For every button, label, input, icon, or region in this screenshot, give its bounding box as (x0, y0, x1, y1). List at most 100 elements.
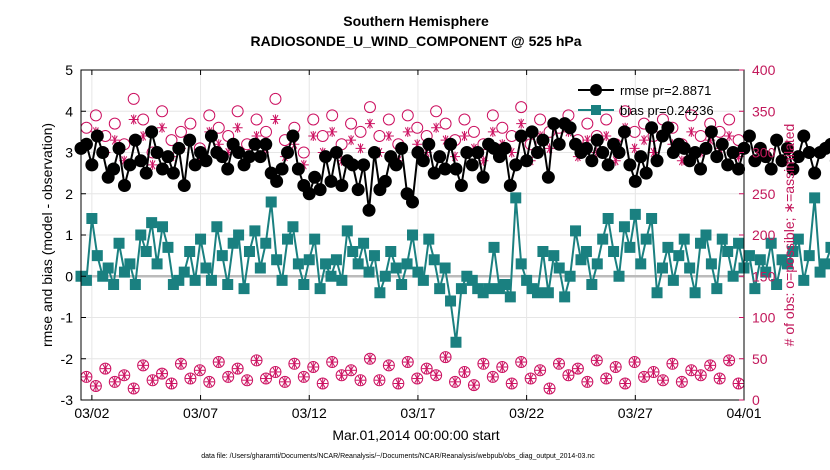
obs-possible-marker (288, 357, 301, 370)
obs-assimilated-marker (516, 118, 527, 129)
obs-possible-marker (354, 374, 367, 387)
bias-point (320, 258, 332, 270)
rmse-point (90, 129, 104, 143)
obs-possible-marker (127, 92, 140, 105)
obs-assimilated-marker (213, 357, 224, 368)
rmse-point (117, 179, 131, 192)
bias-point (646, 213, 658, 224)
obs-assimilated-marker (147, 375, 158, 386)
bias-point (559, 291, 571, 303)
bias-point (243, 246, 255, 257)
y-tick-label: 2 (65, 186, 73, 202)
bias-point (640, 233, 652, 245)
obs-possible-marker (401, 109, 414, 122)
bias-point (379, 270, 391, 282)
rmse-point (710, 150, 724, 164)
y-tick-label: 1 (65, 227, 73, 243)
obs-possible-marker (250, 354, 263, 367)
obs-possible-marker (401, 356, 414, 369)
bias-point (727, 270, 739, 282)
rmse-point (465, 158, 479, 172)
rmse-point (139, 166, 153, 180)
rmse-point (416, 154, 430, 168)
x-tick-label: 03/07 (183, 405, 218, 421)
obs-possible-marker (297, 370, 310, 383)
obs-assimilated-marker (686, 126, 697, 137)
obs-assimilated-marker (346, 365, 357, 376)
obs-assimilated-marker (100, 363, 111, 374)
bias-point (347, 246, 359, 257)
rmse-point (596, 146, 610, 159)
rmse-point (183, 133, 197, 147)
rmse-point (514, 129, 528, 143)
obs-possible-marker (496, 121, 509, 134)
obs-possible-marker (666, 357, 679, 370)
obs-assimilated-marker (336, 370, 347, 381)
bias-point (580, 246, 592, 257)
bias-point (662, 241, 674, 253)
rmse-point (460, 146, 474, 159)
obs-possible-marker (382, 113, 395, 126)
x-axis-label: Mar.01,2014 00:00:00 start (332, 427, 499, 443)
obs-assimilated-marker (724, 355, 735, 366)
bias-point (564, 270, 576, 282)
rmse-point (525, 125, 539, 139)
legend-rmse-marker (590, 84, 602, 96)
obs-possible-marker (269, 365, 282, 378)
obs-possible-marker (108, 117, 121, 130)
obs-possible-marker (496, 361, 509, 373)
bias-point (303, 254, 315, 266)
bias-point (341, 225, 353, 237)
obs-possible-marker (89, 109, 102, 122)
rmse-point (476, 170, 490, 184)
y-right-tick-label: 300 (752, 145, 776, 161)
obs-assimilated-marker (591, 355, 602, 366)
obs-possible-marker (137, 359, 150, 372)
obs-possible-marker (174, 357, 187, 370)
obs-assimilated-marker (242, 375, 253, 386)
rmse-point (177, 179, 191, 192)
obs-assimilated-marker (270, 114, 281, 125)
bias-point (195, 233, 207, 245)
y-right-tick-label: 50 (752, 351, 768, 367)
rmse-point (112, 141, 126, 155)
bias-point (684, 262, 696, 274)
obs-assimilated-marker (298, 371, 309, 382)
obs-assimilated-marker (327, 357, 338, 368)
bias-point (222, 279, 234, 290)
obs-assimilated-marker (327, 126, 338, 137)
bias-point (178, 266, 190, 278)
bias-point (396, 279, 408, 290)
obs-assimilated-marker (157, 122, 168, 133)
obs-assimilated-marker (601, 131, 612, 141)
rmse-point (308, 170, 322, 184)
chart-title-line-1: Southern Hemisphere (343, 13, 489, 29)
obs-assimilated-marker (629, 143, 640, 154)
rmse-point (242, 150, 256, 164)
rmse-point (780, 141, 794, 155)
obs-possible-marker (685, 109, 698, 122)
obs-possible-marker (628, 356, 641, 369)
obs-possible-marker (146, 374, 159, 387)
rmse-point (530, 146, 544, 159)
rmse-point (128, 133, 142, 147)
rmse-point (427, 166, 441, 180)
obs-possible-marker (231, 105, 244, 118)
bias-point (771, 279, 783, 290)
obs-assimilated-marker (450, 376, 461, 387)
obs-assimilated-marker (383, 131, 394, 141)
obs-assimilated-marker (204, 376, 215, 387)
obs-possible-marker (203, 375, 216, 388)
chart-title: Southern Hemisphere RADIOSONDE_U_WIND_CO… (250, 13, 581, 49)
bias-point (602, 213, 614, 224)
rmse-point (357, 158, 371, 172)
rmse-point (96, 146, 110, 159)
obs-assimilated-marker (364, 118, 375, 129)
bias-point (200, 262, 212, 274)
obs-assimilated-marker (128, 383, 139, 394)
x-tick-label: 03/27 (618, 405, 653, 421)
bias-point (184, 246, 196, 257)
rmse-point (319, 150, 333, 164)
bias-point (309, 233, 321, 245)
rmse-point (585, 154, 599, 168)
